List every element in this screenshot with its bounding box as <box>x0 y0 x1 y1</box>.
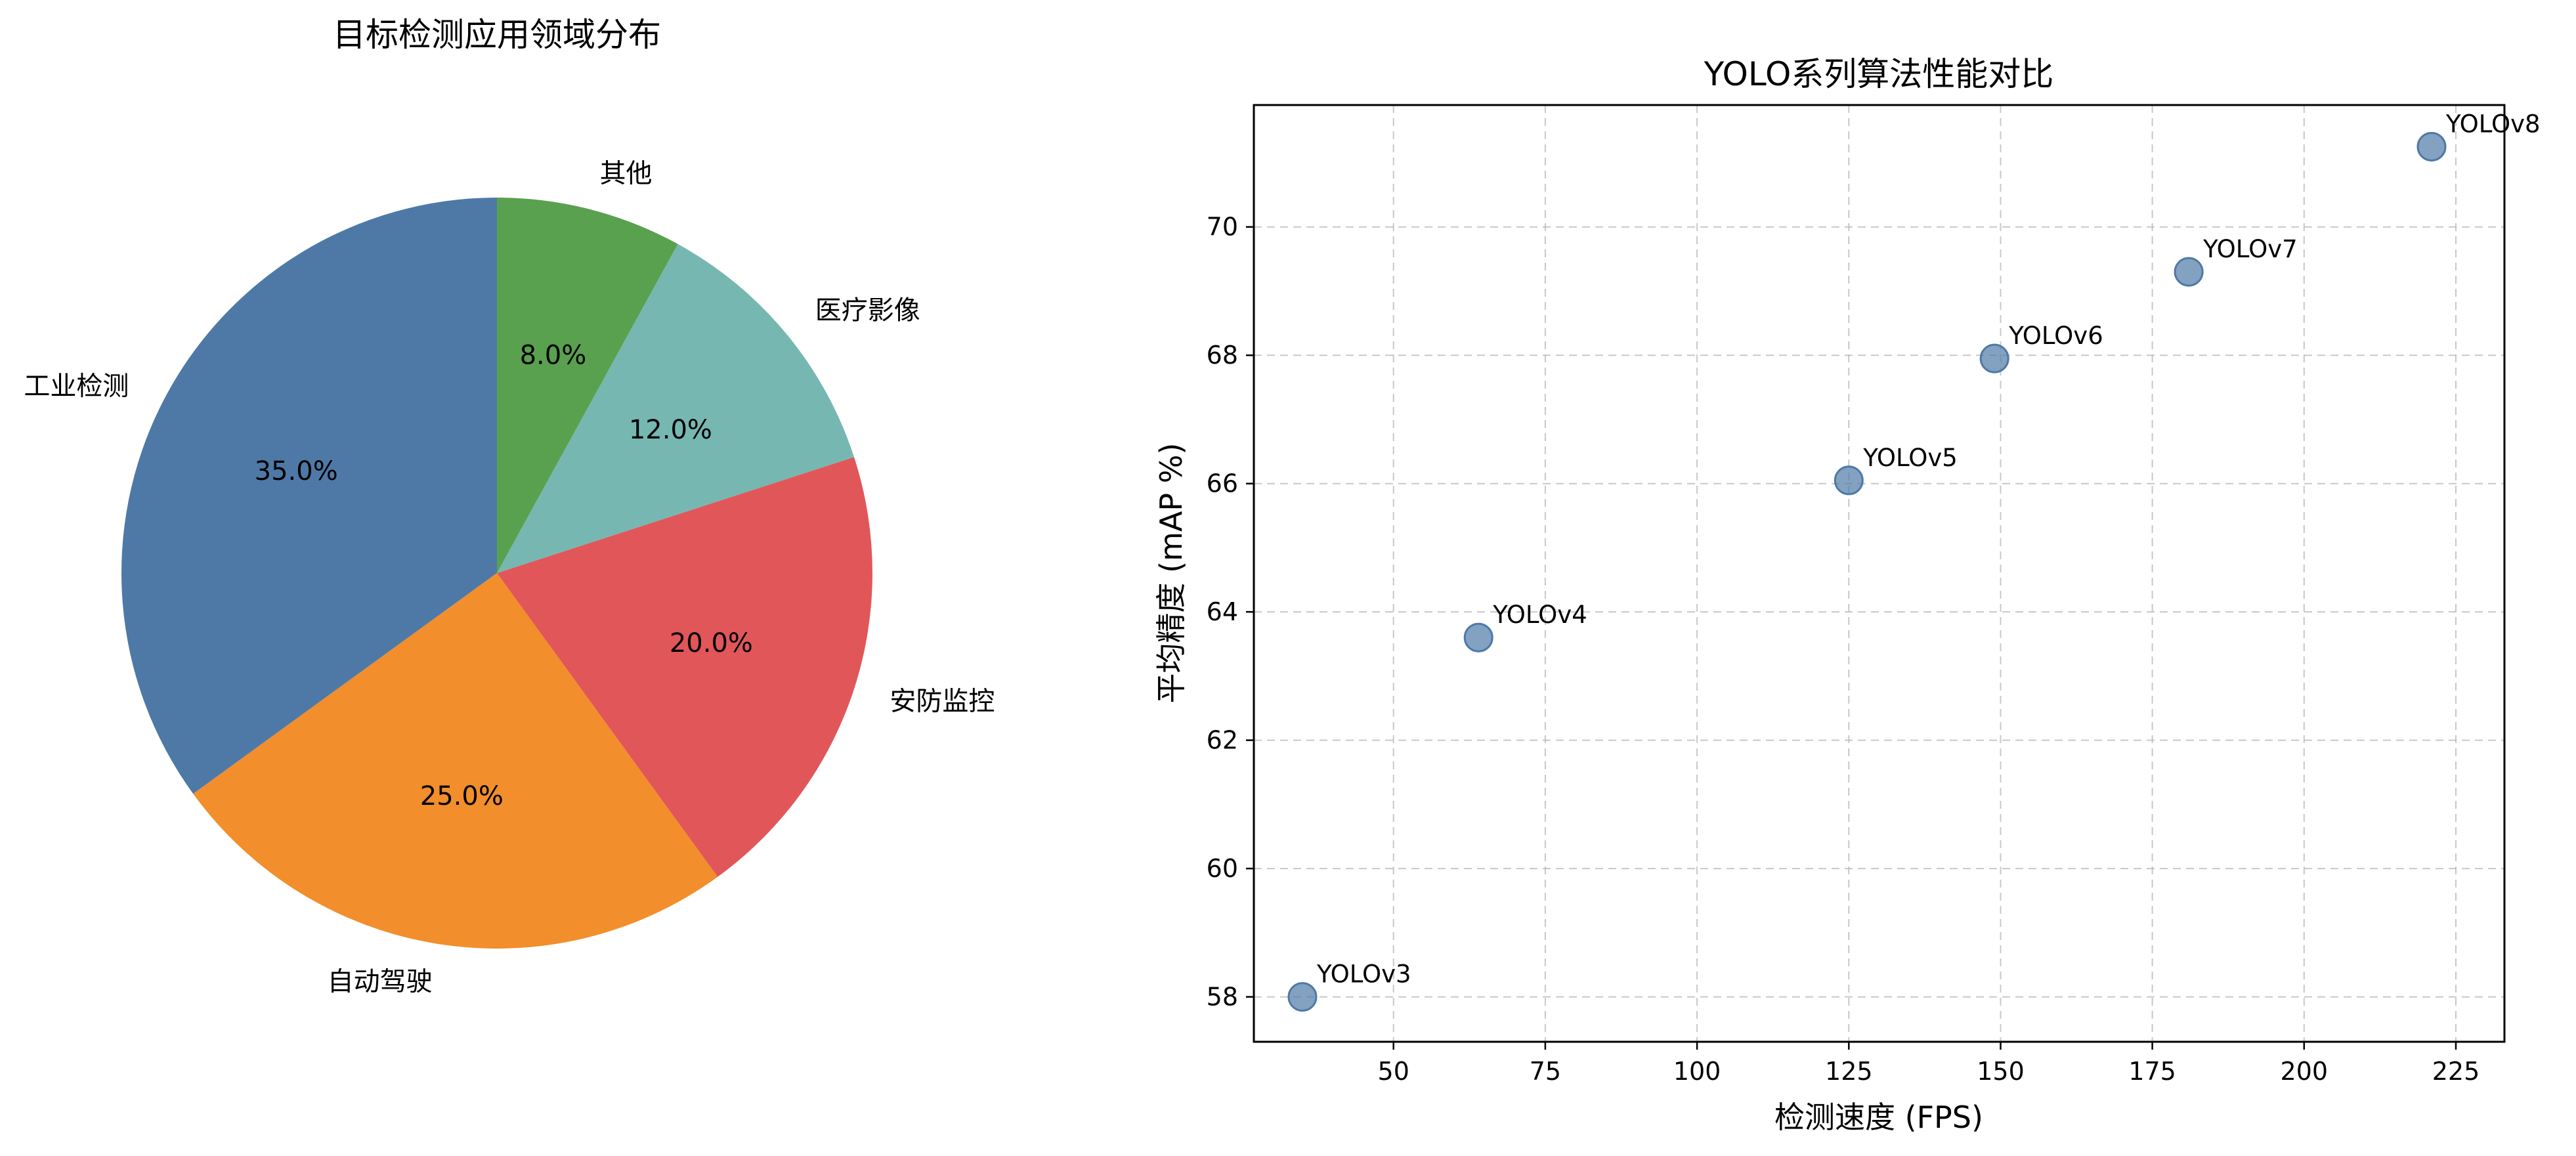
y-tick-label: 58 <box>1207 983 1238 1012</box>
scatter-point-label: YOLOv5 <box>1862 444 1958 472</box>
y-tick-label: 60 <box>1207 854 1238 883</box>
scatter-point-label: YOLOv3 <box>1316 960 1411 989</box>
x-tick-label: 225 <box>2432 1057 2480 1086</box>
scatter-x-axis-label: 检测速度 (FPS) <box>1774 1100 1983 1135</box>
x-tick-label: 75 <box>1530 1057 1561 1086</box>
pie-slices <box>121 198 872 949</box>
pie-slice <box>121 198 497 794</box>
scatter-y-ticks: 58 60 62 64 66 68 70 <box>1207 213 1254 1012</box>
x-tick-label: 50 <box>1378 1057 1409 1086</box>
pie-slice-label: 安防监控 <box>890 686 995 716</box>
x-tick-label: 175 <box>2128 1057 2176 1086</box>
pie-slice <box>497 457 872 877</box>
scatter-point-label: YOLOv4 <box>1492 601 1587 629</box>
scatter-point-label: YOLOv7 <box>2202 235 2298 263</box>
x-tick-label: 200 <box>2281 1057 2329 1086</box>
scatter-point-labels: YOLOv3 YOLOv4 YOLOv5 YOLOv6 YOLOv7 YOLOv8 <box>1316 110 2541 989</box>
scatter-chart: YOLO系列算法性能对比 YOLOv3YOLOv4YOLOv5YOLOv6YOL… <box>1153 55 2541 1135</box>
pie-slice-percent: 35.0% <box>255 456 338 486</box>
pie-slice-label: 其他 <box>600 159 653 189</box>
pie-slice-percent: 8.0% <box>520 341 587 371</box>
x-tick-label: 125 <box>1825 1057 1873 1086</box>
x-tick-label: 100 <box>1673 1057 1721 1086</box>
pie-slice-percent: 25.0% <box>420 781 504 811</box>
scatter-point <box>2416 132 2447 161</box>
pie-chart: 目标检测应用领域分布 35.0% 工业检测 25.0% 自动驾驶 20.0% 安防监控 12… <box>24 16 995 997</box>
y-tick-label: 66 <box>1207 469 1238 498</box>
y-tick-label: 62 <box>1207 726 1238 755</box>
scatter-point <box>1979 343 2009 374</box>
pie-slice-percent: 12.0% <box>629 415 712 445</box>
scatter-point <box>1287 982 1318 1012</box>
pie-slice-label: 自动驾驶 <box>328 967 433 997</box>
scatter-point-label: YOLOv8 <box>2445 110 2541 139</box>
pie-chart-title: 目标检测应用领域分布 <box>333 16 661 54</box>
pie-slice-label: 医疗影像 <box>815 295 920 326</box>
pie-slice-label: 工业检测 <box>24 371 129 401</box>
scatter-grid <box>1254 105 2504 1042</box>
scatter-point <box>2174 257 2204 287</box>
scatter-x-ticks: 50 75 100 125 150 175 200 225 <box>1378 1042 2480 1086</box>
scatter-y-axis-label: 平均精度 (mAP %) <box>1153 443 1189 704</box>
scatter-point <box>1834 465 1864 496</box>
pie-slice <box>497 244 854 573</box>
scatter-point <box>1463 622 1493 653</box>
y-tick-label: 70 <box>1207 213 1238 242</box>
pie-slice <box>193 573 718 949</box>
scatter-plot-frame <box>1253 104 2506 1043</box>
pie-slice <box>497 198 678 573</box>
y-tick-label: 68 <box>1207 341 1238 370</box>
x-tick-label: 150 <box>1977 1057 2025 1086</box>
pie-labels: 35.0% 工业检测 25.0% 自动驾驶 20.0% 安防监控 12.0% 医疗影像 8.0%… <box>24 159 995 997</box>
scatter-points <box>1287 132 2447 1012</box>
y-tick-label: 64 <box>1207 597 1238 626</box>
scatter-point-label: YOLOv6 <box>2008 322 2103 350</box>
scatter-chart-title: YOLO系列算法性能对比 <box>1704 55 2054 93</box>
pie-slice-percent: 20.0% <box>670 628 753 658</box>
